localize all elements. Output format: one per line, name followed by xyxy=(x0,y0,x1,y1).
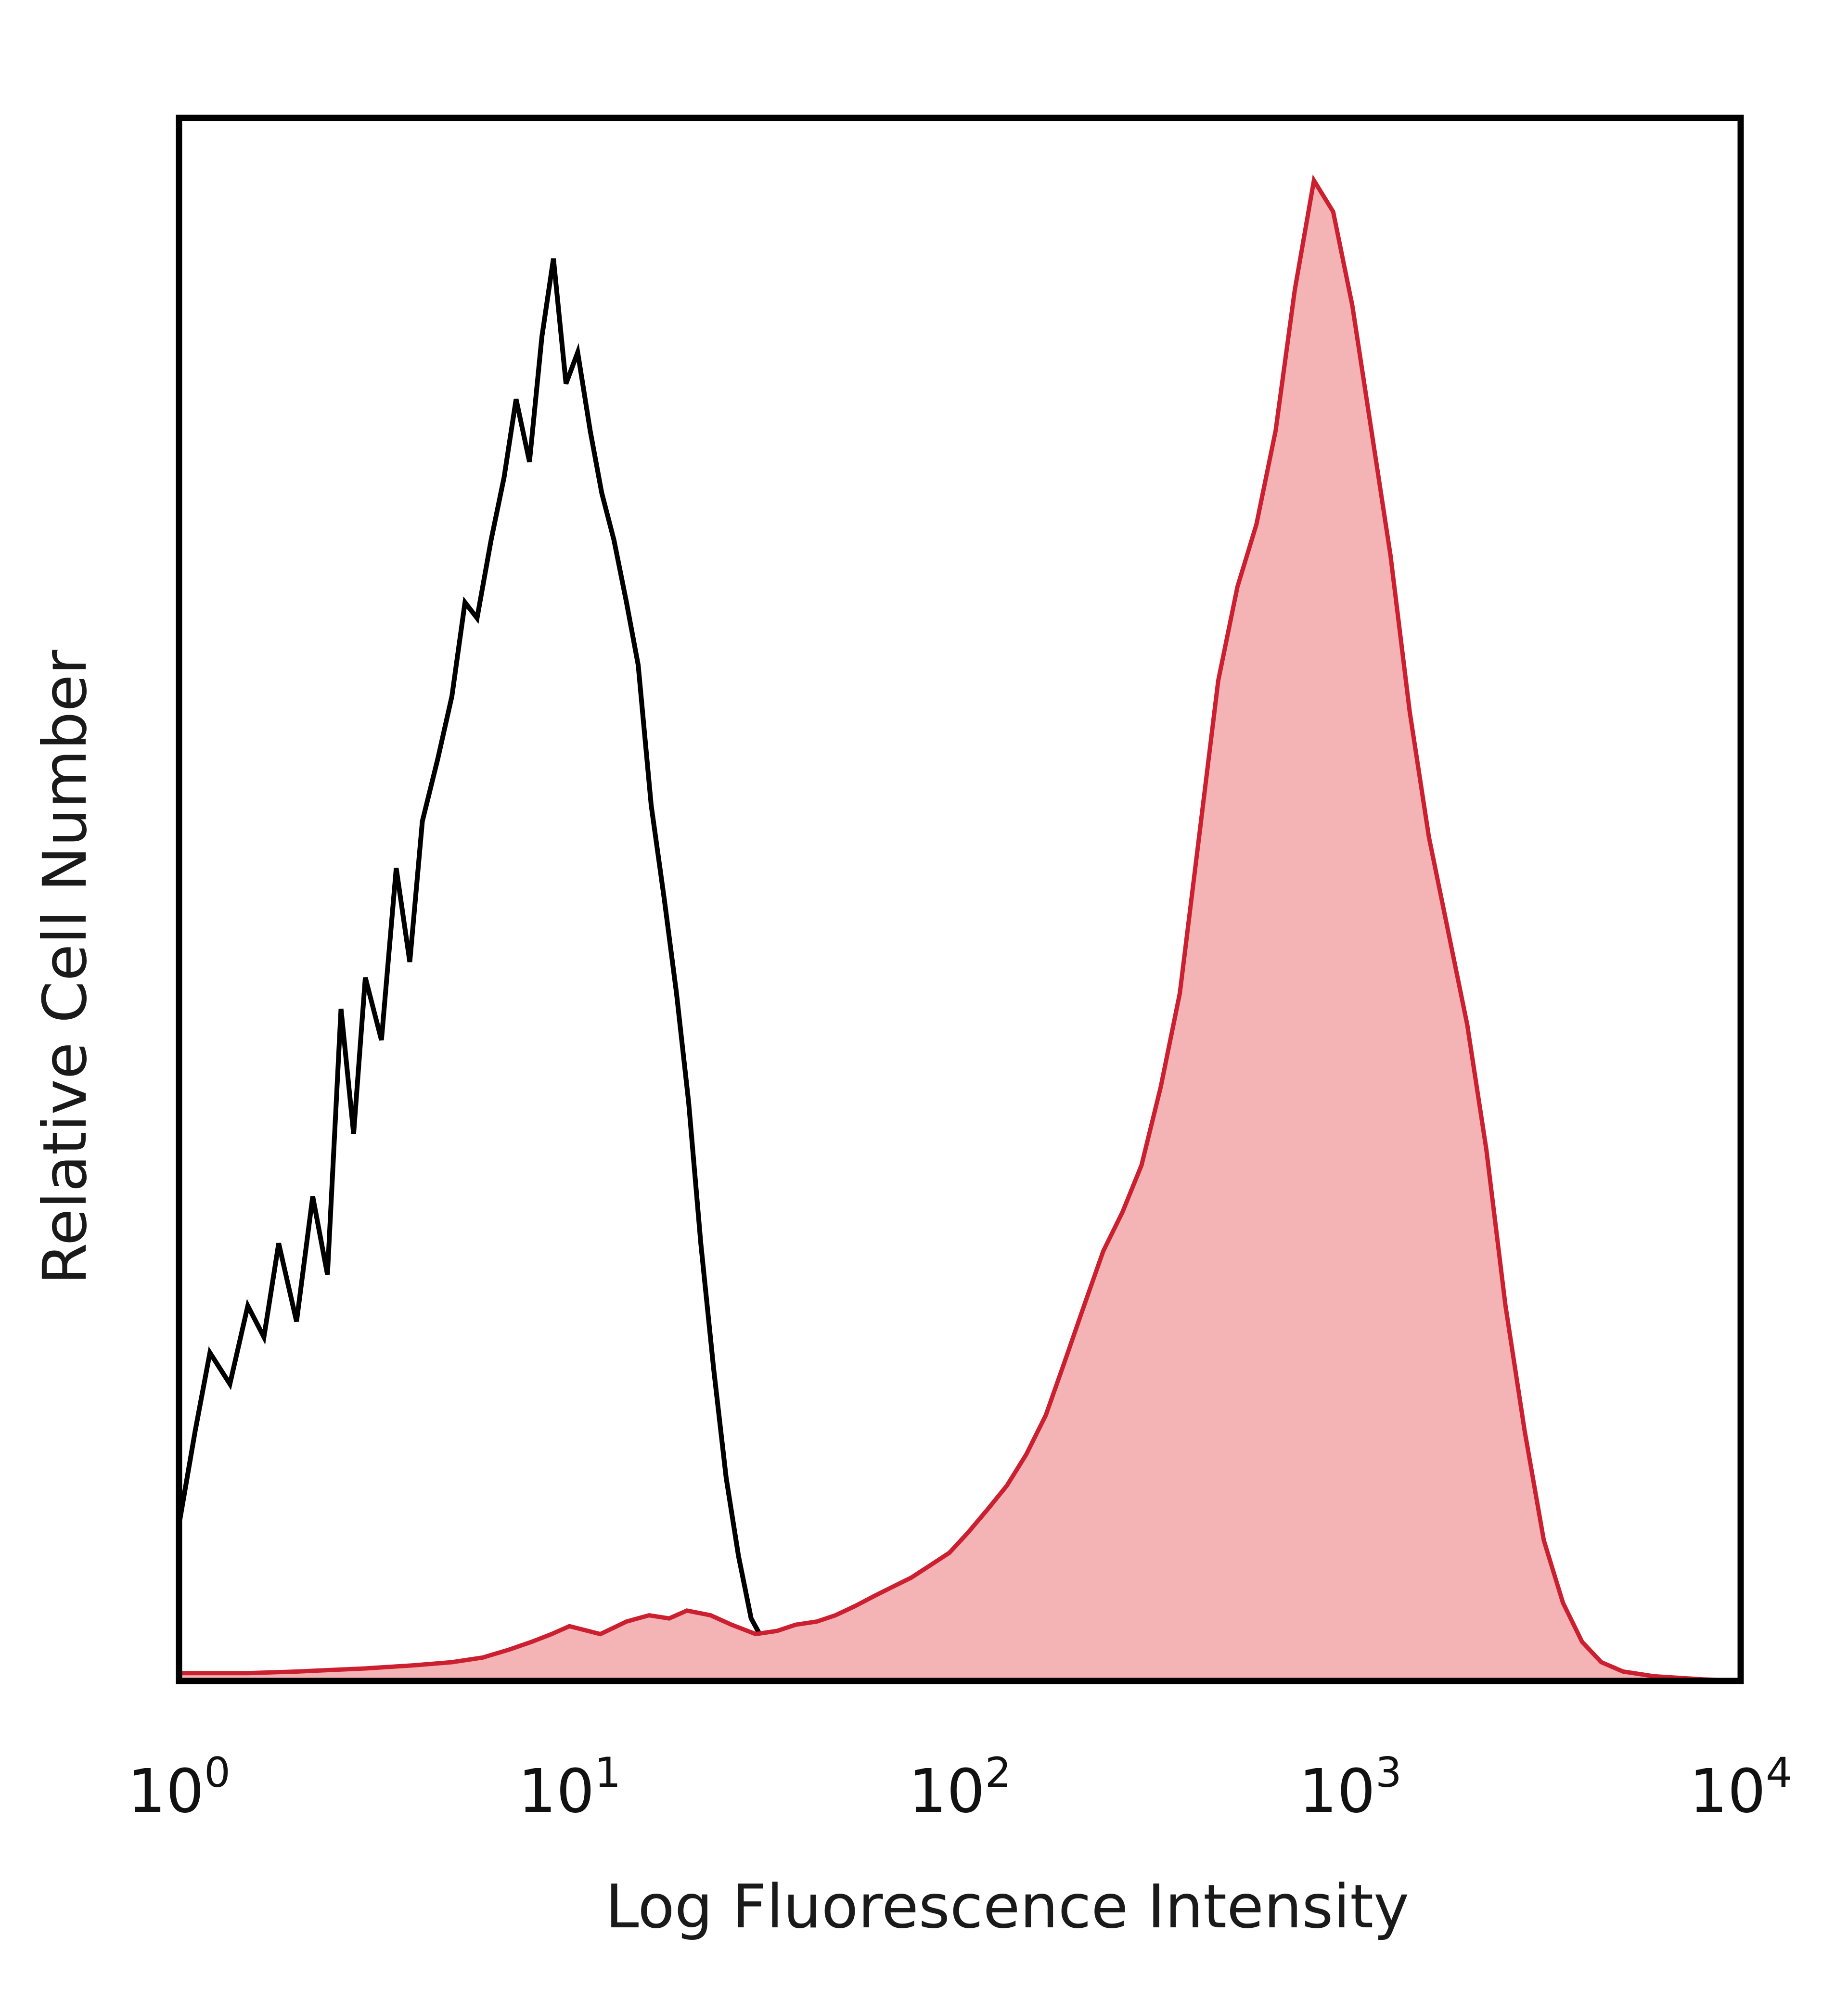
series-layer xyxy=(179,174,1741,1681)
series-1-line xyxy=(179,174,1741,1681)
x-tick-label: 103 xyxy=(1299,1749,1402,1826)
x-tick-label: 100 xyxy=(128,1749,231,1826)
x-tick-label: 104 xyxy=(1689,1749,1792,1826)
x-tick-base: 10 xyxy=(1299,1756,1375,1826)
x-tick-exponent: 1 xyxy=(594,1749,621,1797)
x-tick-base: 10 xyxy=(518,1756,594,1826)
series-1-fill xyxy=(179,180,1741,1681)
x-tick-base: 10 xyxy=(1689,1756,1766,1826)
x-tick-label: 102 xyxy=(909,1749,1012,1826)
plot-frame xyxy=(176,115,1744,1684)
x-tick-base: 10 xyxy=(909,1756,985,1826)
x-tick-exponent: 0 xyxy=(204,1749,231,1797)
y-axis-title: Relative Cell Number xyxy=(30,650,100,1285)
x-axis-title: Log Fluorescence Intensity xyxy=(605,1872,1409,1942)
x-tick-label: 101 xyxy=(518,1749,621,1826)
x-tick-labels: 100 101 102 103 104 xyxy=(128,1749,1792,1826)
x-tick-exponent: 4 xyxy=(1766,1749,1792,1797)
x-tick-exponent: 2 xyxy=(985,1749,1012,1797)
x-tick-exponent: 3 xyxy=(1375,1749,1402,1797)
x-tick-base: 10 xyxy=(128,1756,204,1826)
